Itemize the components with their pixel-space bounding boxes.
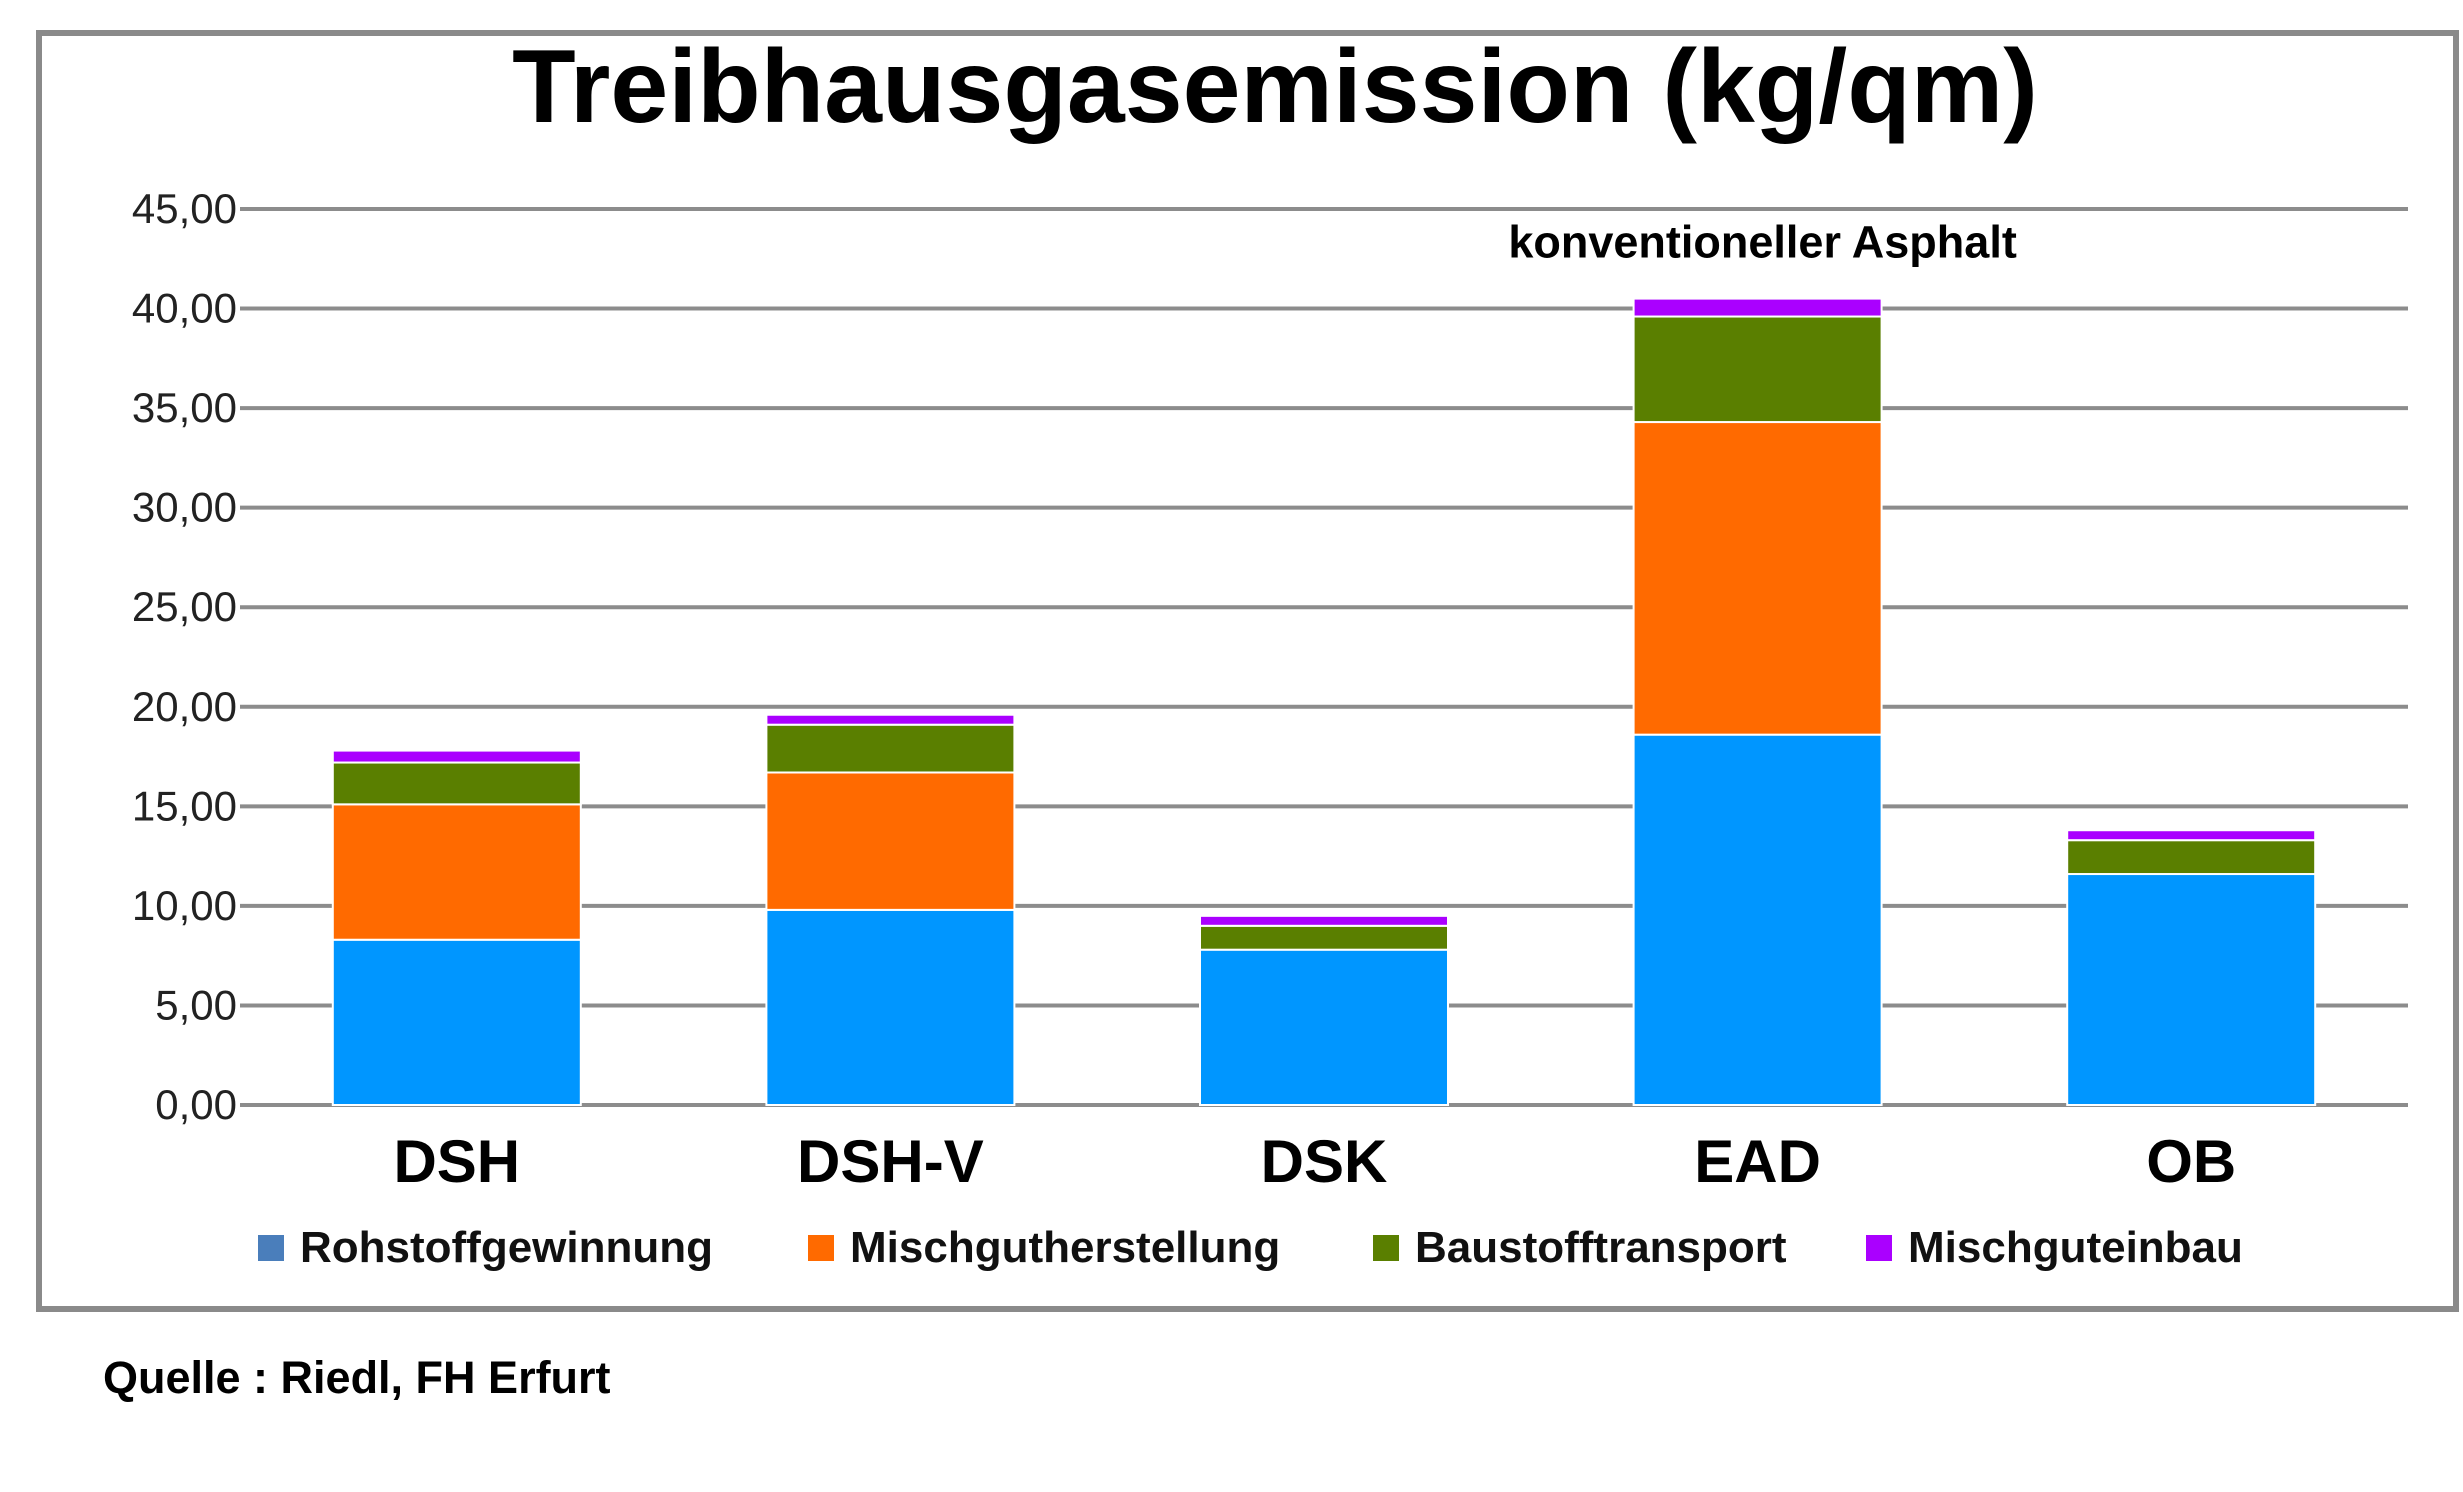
source-note: Quelle : Riedl, FH Erfurt — [103, 1352, 611, 1403]
legend-item: Mischguteinbau — [1866, 1223, 2243, 1272]
bar-segment — [1632, 733, 1883, 1106]
gridlines — [240, 207, 2408, 1107]
bar-segment — [331, 803, 582, 941]
bar-segment — [331, 749, 582, 764]
y-axis-ticks: 0,00 5,00 10,00 15,00 20,00 25,00 30,00 35,00 40… — [132, 185, 237, 1128]
bars — [331, 297, 2317, 1107]
x-tick-label: EAD — [1694, 1128, 1821, 1195]
y-tick-label: 15,00 — [132, 782, 237, 829]
y-tick-label: 40,00 — [132, 285, 237, 332]
y-tick-label: 35,00 — [132, 384, 237, 431]
bar-segment — [1199, 914, 1449, 927]
bar-segment — [331, 761, 582, 806]
legend-swatch — [258, 1235, 284, 1261]
chart-title: Treibhausgasemission (kg/qm) — [512, 29, 2038, 145]
annotation-label: konventioneller Asphalt — [1508, 217, 2016, 268]
y-tick-label: 10,00 — [132, 882, 237, 929]
annotations: konventioneller Asphalt — [1508, 217, 2016, 268]
x-tick-label: DSK — [1261, 1128, 1388, 1195]
bar-segment — [2066, 829, 2317, 842]
legend-item: Baustofftransport — [1373, 1223, 1787, 1272]
legend-item: Rohstoffgewinnung — [258, 1223, 713, 1272]
bar-segment — [765, 771, 1016, 911]
y-tick-label: 25,00 — [132, 583, 237, 630]
x-tick-label: DSH — [393, 1128, 520, 1195]
bar-segment — [2066, 839, 2317, 876]
legend-swatch — [1373, 1235, 1399, 1261]
y-tick-label: 30,00 — [132, 484, 237, 531]
bar-segment — [765, 723, 1016, 774]
x-tick-label: DSH-V — [797, 1128, 984, 1195]
legend-label: Mischguteinbau — [1908, 1223, 2243, 1272]
bar-segment — [1199, 948, 1449, 1107]
bar-segment — [765, 713, 1016, 726]
bar-segment — [1632, 421, 1883, 736]
legend-item: Mischgutherstellung — [808, 1223, 1280, 1272]
y-tick-label: 5,00 — [155, 981, 237, 1028]
legend-swatch — [1866, 1235, 1892, 1261]
y-tick-label: 0,00 — [155, 1081, 237, 1128]
legend-swatch — [808, 1235, 834, 1261]
bar-segment — [1199, 924, 1449, 951]
y-tick-label: 45,00 — [132, 185, 237, 232]
bar-segment — [331, 938, 582, 1107]
bar-segment — [1632, 297, 1883, 318]
x-tick-label: OB — [2146, 1128, 2236, 1195]
legend-label: Baustofftransport — [1415, 1223, 1787, 1272]
bar-segment — [765, 908, 1016, 1106]
legend: Rohstoffgewinnung Mischgutherstellung Baus… — [258, 1223, 2243, 1272]
y-tick-label: 20,00 — [132, 683, 237, 730]
bar-segment — [2066, 873, 2317, 1107]
bar-segment — [1632, 315, 1883, 424]
x-axis-labels: DSH DSH-V DSK EAD OB — [393, 1128, 2236, 1195]
legend-label: Rohstoffgewinnung — [300, 1223, 713, 1272]
legend-label: Mischgutherstellung — [850, 1223, 1280, 1272]
